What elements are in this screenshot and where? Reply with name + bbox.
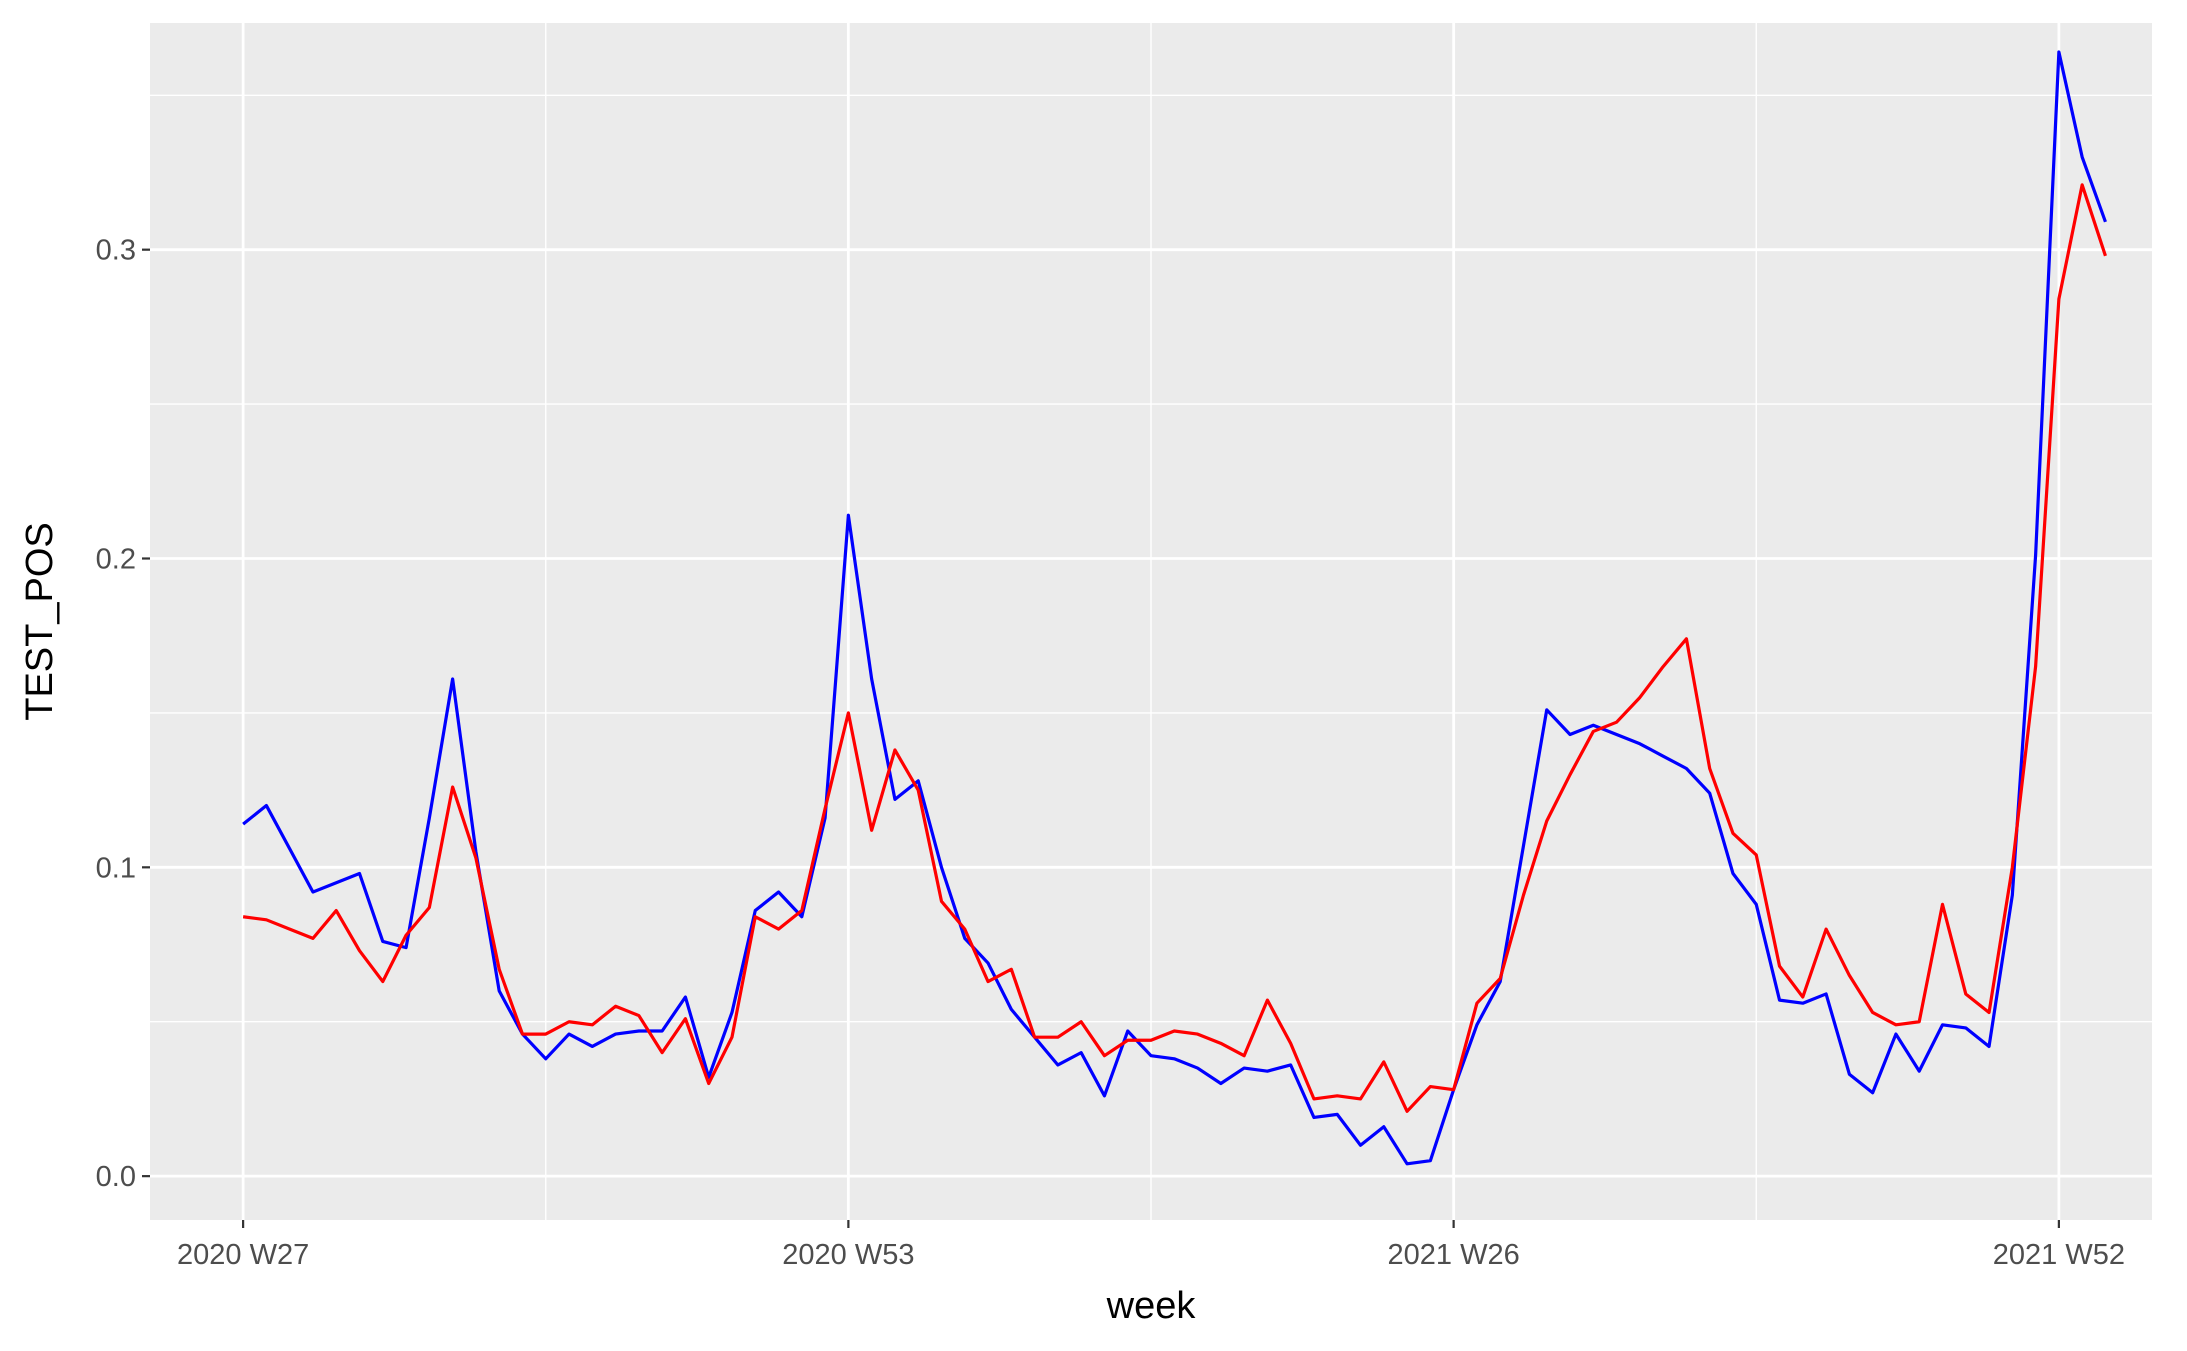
grid-major [150, 23, 2152, 1220]
x-tick-label: 2021 W52 [1993, 1239, 2125, 1271]
x-axis: 2020 W27 2020 W53 2021 W26 2021 W52 [177, 1220, 2125, 1271]
x-tick-label: 2020 W53 [782, 1239, 914, 1271]
y-tick-label: 0.1 [96, 852, 136, 884]
series-line-1 [242, 50, 2107, 1166]
y-axis-title: TEST_POS [19, 522, 61, 721]
x-tick-label: 2020 W27 [177, 1239, 309, 1271]
y-tick-label: 0.0 [96, 1161, 136, 1193]
y-tick-label: 0.3 [96, 235, 136, 267]
series-line-2 [242, 183, 2107, 1113]
grid-minor [150, 23, 2152, 1220]
x-tick-label: 2021 W26 [1388, 1239, 1520, 1271]
series-layer [242, 50, 2107, 1166]
x-axis-title: week [1106, 1285, 1197, 1327]
y-tick-label: 0.2 [96, 544, 136, 576]
y-axis: 0.0 0.1 0.2 0.3 [96, 235, 150, 1193]
